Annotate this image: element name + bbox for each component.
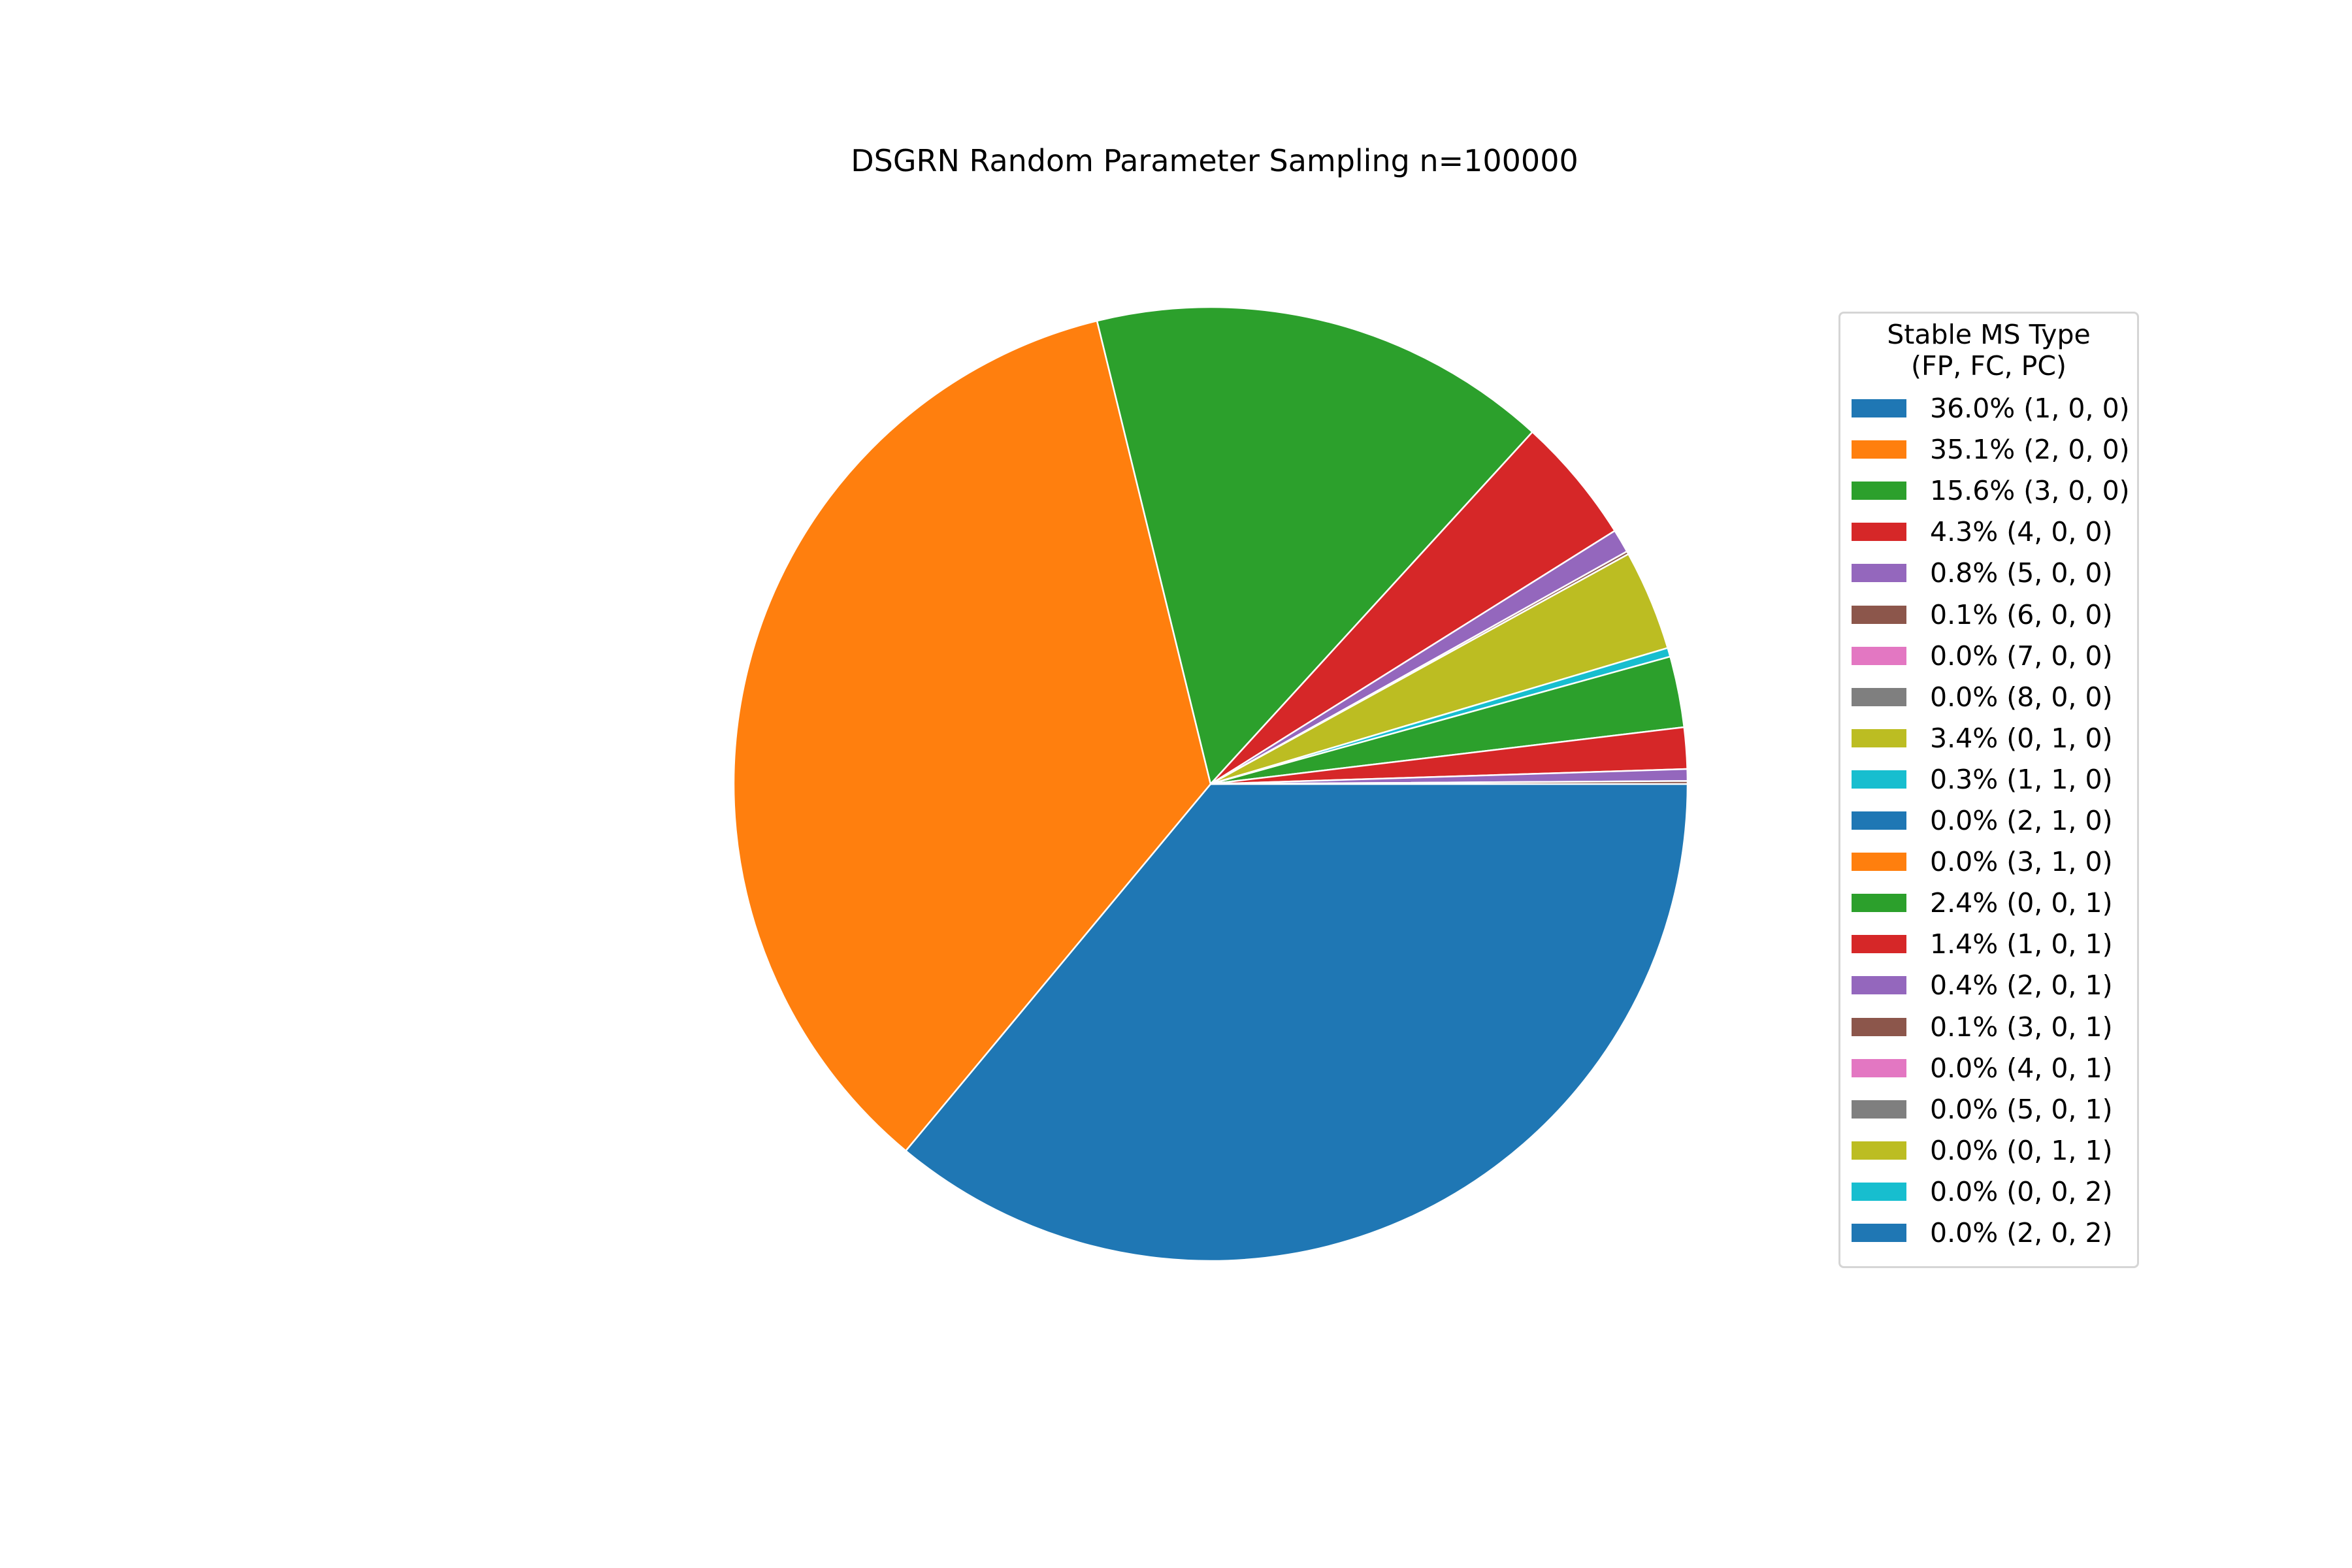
legend-label: 0.0% (0, 1, 1) [1930, 1134, 2113, 1166]
legend-swatch [1852, 976, 1906, 995]
legend-title: Stable MS Type (FP, FC, PC) [1887, 319, 2091, 382]
legend-label: 2.4% (0, 0, 1) [1930, 887, 2113, 919]
legend: Stable MS Type (FP, FC, PC) 36.0% (1, 0,… [1838, 312, 2139, 1268]
legend-label: 0.0% (5, 0, 1) [1930, 1093, 2113, 1125]
legend-label: 0.0% (2, 1, 0) [1930, 805, 2113, 836]
legend-label: 0.1% (3, 0, 1) [1930, 1011, 2113, 1043]
legend-item: 0.8% (5, 0, 0) [1852, 555, 2132, 589]
legend-item: 35.1% (2, 0, 0) [1852, 432, 2132, 465]
legend-swatch [1852, 605, 1906, 624]
pie-slice-0 [905, 783, 1689, 1262]
legend-item: 15.6% (3, 0, 0) [1852, 473, 2132, 506]
legend-swatch [1852, 687, 1906, 706]
legend-item: 0.0% (2, 0, 2) [1852, 1215, 2132, 1249]
legend-label: 0.0% (8, 0, 0) [1930, 681, 2113, 713]
legend-item: 1.4% (1, 0, 1) [1852, 926, 2132, 960]
legend-label: 0.0% (2, 0, 2) [1930, 1217, 2113, 1249]
legend-swatch [1852, 894, 1906, 913]
legend-label: 4.3% (4, 0, 0) [1930, 516, 2113, 548]
legend-item: 0.1% (3, 0, 1) [1852, 1009, 2132, 1043]
pie-slice-15 [1209, 780, 1689, 785]
legend-swatch [1852, 935, 1906, 954]
legend-item: 0.0% (4, 0, 1) [1852, 1051, 2132, 1084]
legend-label: 36.0% (1, 0, 0) [1930, 393, 2130, 424]
pie-slice-1 [732, 319, 1212, 1152]
legend-item: 0.1% (6, 0, 0) [1852, 597, 2132, 630]
legend-label: 0.4% (2, 0, 1) [1930, 970, 2113, 1002]
legend-swatch [1852, 1182, 1906, 1201]
legend-swatch [1852, 770, 1906, 789]
legend-label: 1.4% (1, 0, 1) [1930, 928, 2113, 960]
legend-item: 3.4% (0, 1, 0) [1852, 721, 2132, 754]
legend-label: 15.6% (3, 0, 0) [1930, 475, 2130, 507]
legend-swatch [1852, 482, 1906, 500]
legend-swatch [1852, 399, 1906, 417]
legend-swatch [1852, 728, 1906, 747]
legend-swatch [1852, 564, 1906, 583]
legend-item: 0.0% (0, 0, 2) [1852, 1174, 2132, 1207]
legend-swatch [1852, 853, 1906, 872]
legend-item: 0.0% (2, 1, 0) [1852, 803, 2132, 836]
legend-label: 35.1% (2, 0, 0) [1930, 434, 2130, 466]
legend-label: 0.0% (4, 0, 1) [1930, 1052, 2113, 1084]
legend-item: 0.3% (1, 1, 0) [1852, 762, 2132, 795]
legend-swatch [1852, 646, 1906, 665]
legend-item: 2.4% (0, 0, 1) [1852, 885, 2132, 919]
legend-item: 36.0% (1, 0, 0) [1852, 391, 2132, 424]
legend-swatch [1852, 440, 1906, 459]
legend-item: 0.0% (8, 0, 0) [1852, 679, 2132, 713]
legend-swatch [1852, 1017, 1906, 1036]
legend-item: 4.3% (4, 0, 0) [1852, 514, 2132, 547]
legend-swatch [1852, 811, 1906, 830]
legend-swatch [1852, 1224, 1906, 1242]
chart-title: DSGRN Random Parameter Sampling n=100000 [851, 143, 1578, 178]
legend-swatch [1852, 523, 1906, 542]
legend-swatch [1852, 1141, 1906, 1160]
legend-item: 0.4% (2, 0, 1) [1852, 968, 2132, 1002]
legend-label: 0.3% (1, 1, 0) [1930, 763, 2113, 795]
pie-slice-3 [1209, 431, 1616, 785]
legend-item: 0.0% (5, 0, 1) [1852, 1092, 2132, 1125]
legend-label: 0.0% (3, 1, 0) [1930, 846, 2113, 878]
legend-item: 0.0% (3, 1, 0) [1852, 844, 2132, 877]
legend-label: 3.4% (0, 1, 0) [1930, 722, 2113, 754]
legend-item: 0.0% (7, 0, 0) [1852, 638, 2132, 672]
legend-label: 0.8% (5, 0, 0) [1930, 557, 2113, 589]
legend-swatch [1852, 1058, 1906, 1077]
legend-swatch [1852, 1100, 1906, 1119]
legend-label: 0.0% (0, 0, 2) [1930, 1175, 2113, 1207]
legend-label: 0.1% (6, 0, 0) [1930, 598, 2113, 630]
pie-slice-2 [1096, 306, 1533, 785]
legend-label: 0.0% (7, 0, 0) [1930, 640, 2113, 672]
legend-item: 0.0% (0, 1, 1) [1852, 1133, 2132, 1166]
